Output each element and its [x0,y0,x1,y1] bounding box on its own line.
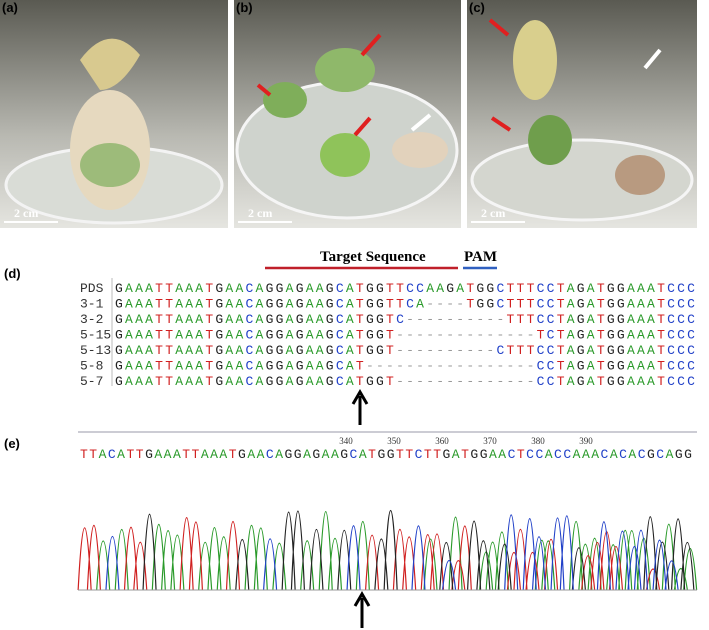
position: 370 [483,436,497,446]
panel-label: (e) [4,436,20,451]
panel-label: (d) [4,266,21,281]
panel-label: (c) [469,0,485,15]
photo-b [234,0,461,228]
position: 350 [387,436,401,446]
trace [105,514,679,591]
row-name: 5-8 [80,359,103,374]
row-name: 5-15 [80,328,111,343]
position: 340 [339,436,353,446]
position: 390 [579,436,593,446]
photo-a [0,0,228,228]
target-label: Target Sequence [320,249,426,265]
scale-label: 2 cm [481,206,505,220]
panel-label: (a) [2,0,18,15]
pam-label: PAM [464,249,497,265]
position: 360 [435,436,449,446]
scale-label: 2 cm [14,206,38,220]
base-calls: TTACATTGAAATTAAATGAACAGGAGAAGCATGGTTCTTG… [80,447,692,462]
arrow [351,389,369,425]
photo-c [467,0,697,228]
row-name: 3-1 [80,297,104,312]
trace [142,510,695,591]
arrow [353,591,371,628]
row-name: 3-2 [80,312,103,327]
scale-label: 2 cm [248,206,272,220]
position: 380 [531,436,545,446]
row-name: 5-7 [80,374,103,389]
panel-label: (b) [236,0,253,15]
row-name: 5-13 [80,343,111,358]
row-name: PDS [80,281,104,296]
